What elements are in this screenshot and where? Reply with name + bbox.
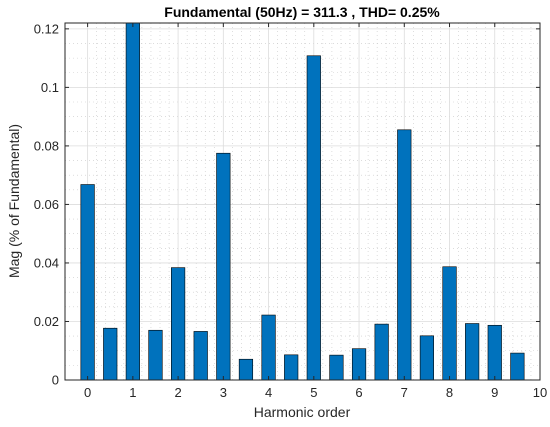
y-tick-label: 0.08 <box>34 138 59 153</box>
bar <box>374 323 389 381</box>
bar <box>125 22 140 381</box>
x-tick-label: 5 <box>310 385 317 400</box>
y-tick-label: 0 <box>52 373 59 388</box>
bar <box>306 55 321 381</box>
bar <box>193 331 208 381</box>
bar <box>261 314 276 381</box>
x-tick-label: 1 <box>129 385 136 400</box>
tick-labels: 0 1 2 3 4 5 6 7 8 9 10 0 0.02 0.04 0.06 0.08 0.1 0.12 <box>34 21 548 400</box>
bar <box>419 335 434 381</box>
y-tick-label: 0.1 <box>41 80 59 95</box>
bar <box>465 323 480 381</box>
bar <box>510 352 525 381</box>
x-tick-label: 6 <box>355 385 362 400</box>
bar <box>284 354 299 381</box>
x-tick-label: 8 <box>446 385 453 400</box>
chart-title: Fundamental (50Hz) = 311.3 , THD= 0.25% <box>164 4 440 20</box>
y-tick-label: 0.02 <box>34 314 59 329</box>
x-tick-label: 10 <box>533 385 547 400</box>
bar <box>397 129 412 381</box>
bar <box>80 184 95 381</box>
bars <box>80 22 525 381</box>
ticks <box>65 23 541 381</box>
x-tick-label: 3 <box>220 385 227 400</box>
plot-background <box>65 23 540 380</box>
bar <box>148 329 163 381</box>
x-tick-label: 4 <box>265 385 272 400</box>
x-axis-label: Harmonic order <box>254 404 351 420</box>
bar <box>487 324 502 381</box>
x-tick-label: 9 <box>491 385 498 400</box>
y-tick-label: 0.12 <box>34 21 59 36</box>
bar <box>351 348 367 381</box>
y-axis-label: Mag (% of Fundamental) <box>6 124 22 278</box>
x-tick-label: 7 <box>401 385 408 400</box>
bar <box>171 267 186 381</box>
bar <box>216 152 231 381</box>
plot-frame <box>64 22 541 381</box>
bar <box>103 327 118 381</box>
y-tick-label: 0.04 <box>34 255 59 270</box>
bar <box>329 354 344 381</box>
y-tick-label: 0.06 <box>34 197 59 212</box>
bar <box>238 358 254 381</box>
x-tick-label: 2 <box>174 385 181 400</box>
bar <box>442 266 457 381</box>
x-tick-label: 0 <box>84 385 91 400</box>
